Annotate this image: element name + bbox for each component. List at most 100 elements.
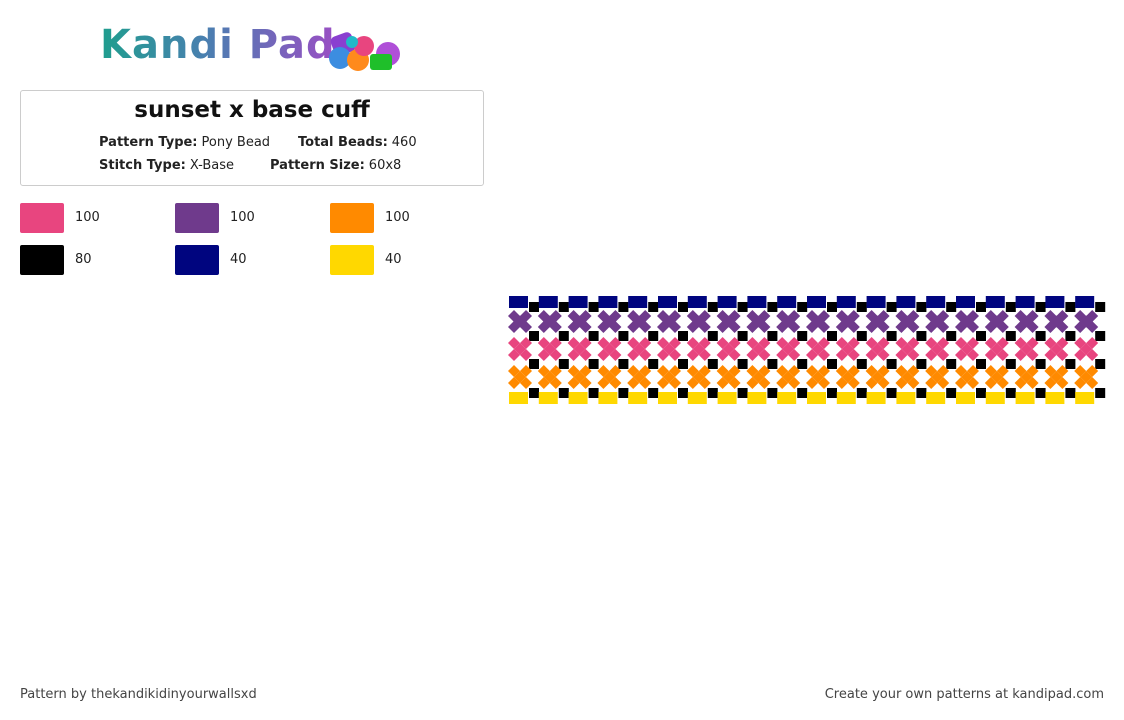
bead (931, 343, 944, 355)
bead (985, 296, 1005, 308)
bead (698, 377, 711, 389)
bead (627, 310, 640, 322)
bead (1086, 365, 1099, 377)
bead (627, 349, 640, 361)
bead (797, 302, 808, 312)
bead (549, 377, 562, 389)
bead (588, 388, 599, 398)
bead (549, 321, 562, 333)
detail-label: Pattern Type: (99, 135, 198, 150)
bead (1080, 343, 1093, 355)
bead (767, 331, 778, 341)
bead (692, 371, 705, 383)
bead (603, 343, 616, 355)
bead (895, 310, 908, 322)
bead (827, 359, 837, 369)
bead (618, 302, 629, 312)
bead (916, 302, 927, 312)
bead (588, 302, 599, 312)
bead (597, 321, 610, 333)
bead (916, 359, 927, 369)
bead (514, 343, 526, 355)
bead (598, 392, 618, 404)
bead (907, 337, 920, 349)
bead (579, 310, 592, 322)
bead (985, 392, 1005, 404)
bead (588, 331, 599, 341)
bead (1086, 321, 1099, 333)
bead (609, 337, 622, 349)
bead (1005, 331, 1016, 341)
bead (865, 337, 878, 349)
detail-value: Pony Bead (201, 135, 271, 150)
bead (1050, 315, 1063, 328)
bead (1020, 343, 1033, 355)
bead (746, 365, 759, 377)
bead (567, 377, 580, 389)
bead (746, 337, 759, 349)
bead (907, 377, 920, 389)
bead (877, 365, 890, 377)
color-count: 100 (75, 210, 100, 225)
bead (1005, 302, 1016, 312)
bead (728, 377, 741, 389)
bead (537, 349, 550, 361)
bead (1015, 296, 1035, 308)
bead (895, 349, 908, 361)
bead (537, 377, 550, 389)
info-card: sunset x base cuff Pattern Type: Pony Bea… (20, 90, 484, 186)
bead (758, 377, 771, 389)
bead (777, 296, 797, 308)
bead (926, 296, 946, 308)
bead (514, 315, 526, 328)
bead (579, 365, 592, 377)
bead (698, 349, 711, 361)
bead (1086, 349, 1099, 361)
bead (737, 359, 748, 369)
bead (1065, 388, 1076, 398)
bead (856, 331, 867, 341)
bead (609, 349, 622, 361)
color-swatch (20, 245, 64, 275)
bead (692, 343, 705, 355)
logo-text[interactable]: Kandi Pad (100, 22, 336, 68)
bead (558, 388, 569, 398)
bead (1095, 359, 1106, 369)
bead (538, 392, 558, 404)
bead (603, 315, 616, 328)
bead (728, 310, 741, 322)
bead (871, 371, 884, 383)
bead (627, 337, 640, 349)
bead (841, 343, 854, 355)
bead (895, 365, 908, 377)
detail-label: Pattern Size: (270, 158, 365, 173)
bead (1074, 349, 1087, 361)
bead (579, 337, 592, 349)
bead (782, 371, 795, 383)
bead (558, 331, 569, 341)
bead (746, 377, 759, 389)
bead (901, 315, 914, 328)
bead (1074, 337, 1087, 349)
bead (678, 331, 688, 341)
bead (871, 315, 884, 328)
bead (747, 392, 767, 404)
bead (648, 388, 659, 398)
bead (728, 337, 741, 349)
bead (707, 302, 718, 312)
bead (901, 343, 914, 355)
bead (956, 392, 975, 404)
bead (866, 296, 886, 308)
footer-link[interactable]: Create your own patterns at kandipad.com (824, 687, 1104, 702)
bead (961, 315, 973, 328)
color-swatch (330, 203, 374, 233)
bead (976, 331, 986, 341)
bead (698, 310, 711, 322)
detail: Pattern Type: Pony Bead (99, 135, 270, 150)
color-count: 80 (75, 252, 92, 267)
bead (618, 359, 629, 369)
bead (558, 302, 569, 312)
bead (618, 331, 629, 341)
bead (746, 349, 759, 361)
